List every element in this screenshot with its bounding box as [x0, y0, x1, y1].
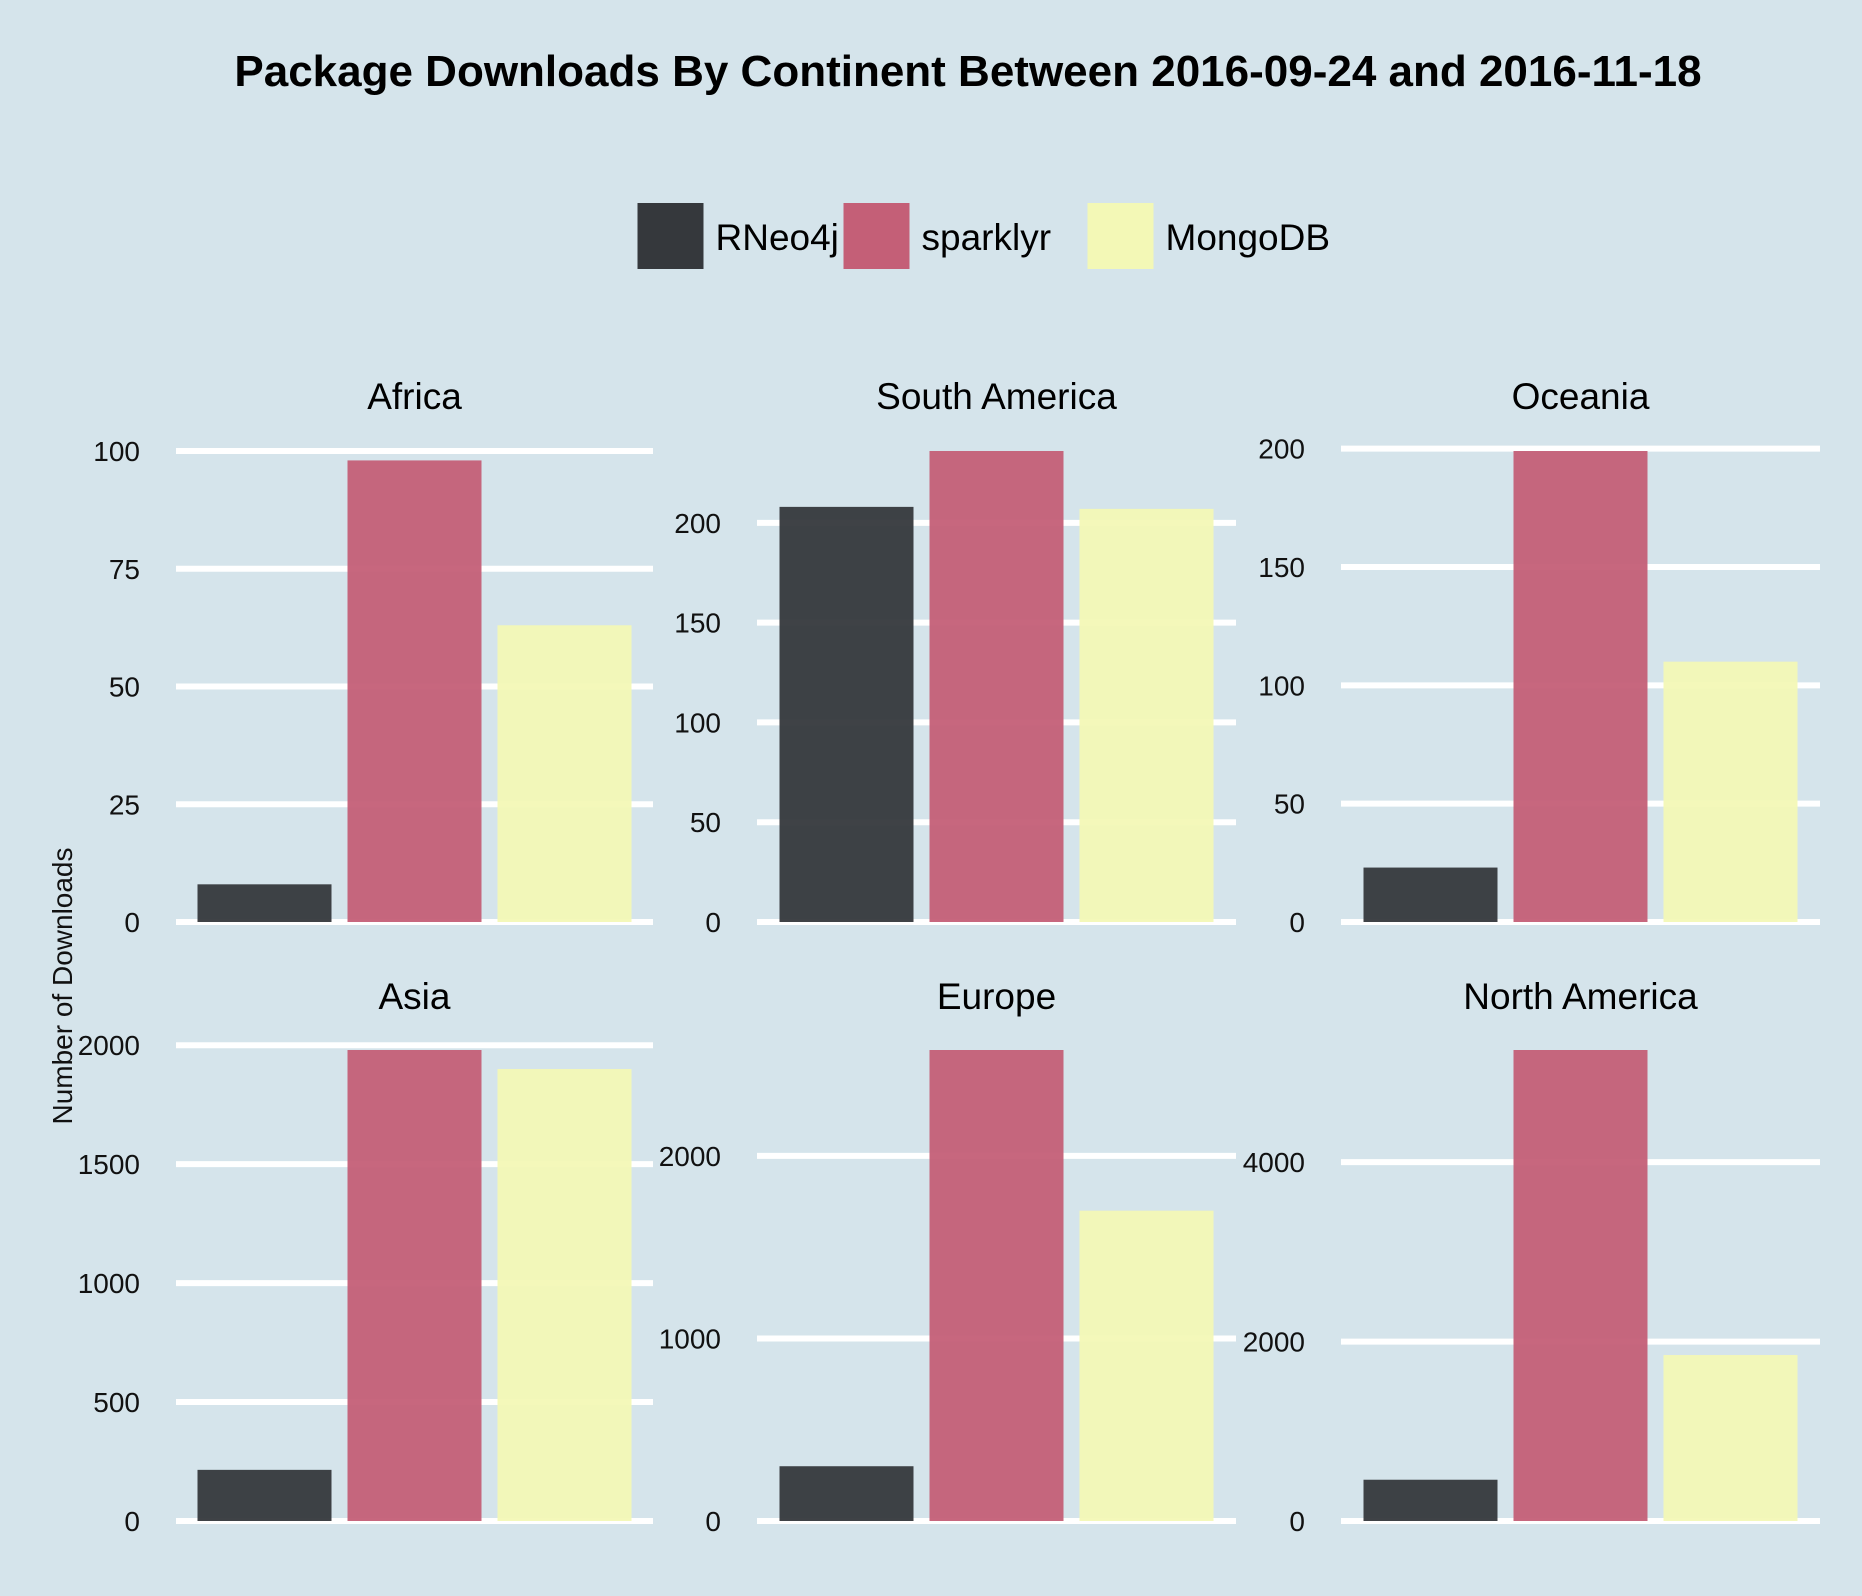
y-tick-label: 50 — [1274, 789, 1305, 820]
bar-africa-mongodb — [497, 625, 632, 922]
y-tick-label: 0 — [124, 907, 140, 938]
y-tick-label: 1500 — [78, 1149, 140, 1180]
y-tick-label: 50 — [690, 807, 721, 838]
y-tick-label: 150 — [1258, 552, 1305, 583]
y-tick-label: 0 — [705, 907, 721, 938]
legend-label-rneo4j: RNeo4j — [716, 217, 839, 258]
y-tick-label: 4000 — [1243, 1147, 1305, 1178]
facet-title-asia: Asia — [379, 976, 451, 1017]
bar-north-america-mongodb — [1663, 1355, 1798, 1521]
bar-oceania-rneo4j — [1363, 867, 1498, 922]
legend-label-mongodb: MongoDB — [1166, 217, 1331, 258]
bar-south-america-sparklyr — [929, 451, 1064, 922]
y-tick-label: 2000 — [1243, 1327, 1305, 1358]
bar-europe-sparklyr — [929, 1050, 1064, 1521]
bar-africa-rneo4j — [197, 884, 332, 922]
y-tick-label: 2000 — [659, 1141, 721, 1172]
legend-label-sparklyr: sparklyr — [922, 217, 1052, 258]
chart-title: Package Downloads By Continent Between 2… — [234, 47, 1701, 96]
facet-title-south-america: South America — [876, 376, 1117, 417]
facet-title-oceania: Oceania — [1512, 376, 1650, 417]
facet-south-america: South America 0 50 100 150 200 — [674, 376, 1236, 938]
y-tick-label: 200 — [674, 508, 721, 539]
facet-asia: Asia 0 500 1000 1500 2000 — [78, 976, 653, 1537]
y-tick-label: 100 — [674, 707, 721, 738]
facet-title-africa: Africa — [367, 376, 462, 417]
y-tick-label: 150 — [674, 608, 721, 639]
legend-swatch-sparklyr — [843, 203, 910, 269]
bar-asia-rneo4j — [197, 1469, 332, 1521]
y-tick-label: 200 — [1258, 434, 1305, 465]
y-tick-label: 1000 — [659, 1323, 721, 1354]
facet-africa: Africa 0 25 50 75 100 — [93, 376, 653, 938]
bar-europe-rneo4j — [779, 1466, 914, 1521]
bar-south-america-rneo4j — [779, 506, 914, 922]
bar-oceania-sparklyr — [1513, 451, 1648, 922]
legend: RNeo4j sparklyr MongoDB — [637, 203, 1331, 269]
bar-oceania-mongodb — [1663, 661, 1798, 922]
y-tick-label: 0 — [1289, 907, 1305, 938]
bar-asia-sparklyr — [347, 1050, 482, 1521]
legend-swatch-rneo4j — [637, 203, 704, 269]
facet-oceania: Oceania 0 50 100 150 200 — [1258, 376, 1820, 938]
bar-south-america-mongodb — [1079, 508, 1214, 922]
bar-europe-mongodb — [1079, 1210, 1214, 1521]
bar-asia-mongodb — [497, 1069, 632, 1521]
y-tick-label: 100 — [93, 436, 140, 467]
facet-north-america: North America 0 2000 4000 — [1243, 976, 1820, 1537]
facet-panels: Africa 0 25 50 75 100 South America 0 50 100 150 20… — [78, 376, 1820, 1537]
legend-swatch-mongodb — [1087, 203, 1154, 269]
y-axis-label: Number of Downloads — [47, 847, 78, 1124]
facet-title-europe: Europe — [937, 976, 1056, 1017]
y-tick-label: 75 — [109, 554, 140, 585]
y-tick-label: 0 — [1289, 1506, 1305, 1537]
y-tick-label: 100 — [1258, 670, 1305, 701]
bar-north-america-sparklyr — [1513, 1050, 1648, 1521]
y-tick-label: 2000 — [78, 1030, 140, 1061]
y-tick-label: 1000 — [78, 1268, 140, 1299]
bar-north-america-rneo4j — [1363, 1479, 1498, 1521]
y-tick-label: 0 — [705, 1506, 721, 1537]
facet-europe: Europe 0 1000 2000 — [659, 976, 1236, 1537]
y-tick-label: 0 — [124, 1506, 140, 1537]
y-tick-label: 25 — [109, 789, 140, 820]
y-tick-label: 50 — [109, 672, 140, 703]
bar-africa-sparklyr — [347, 460, 482, 922]
facet-title-north-america: North America — [1463, 976, 1698, 1017]
y-tick-label: 500 — [93, 1387, 140, 1418]
